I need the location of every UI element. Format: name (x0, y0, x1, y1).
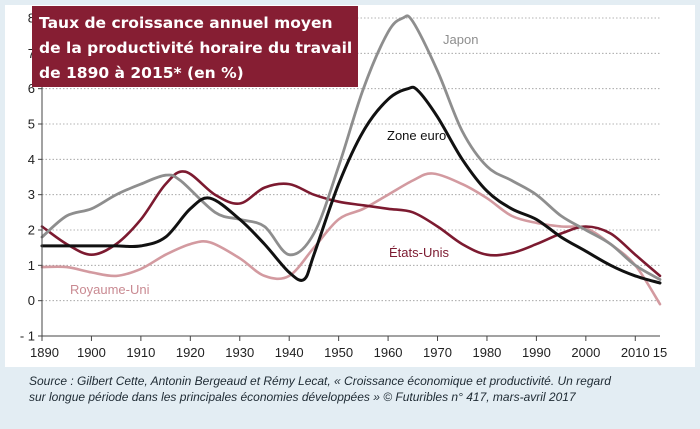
y-tick-label: 6 (28, 81, 35, 96)
x-tick-label: 1890 (30, 345, 59, 360)
series-lines (40, 14, 662, 306)
y-tick-label: 0 (28, 293, 35, 308)
y-tick-label: 8 (28, 11, 35, 26)
x-tick-label: 1920 (176, 345, 205, 360)
label-japon: Japon (443, 32, 478, 47)
y-tick-labels: - 1 0 1 2 3 4 5 6 7 8 (20, 11, 42, 344)
label-royaume-uni: Royaume-Uni (70, 282, 150, 297)
y-tick-label: 3 (28, 187, 35, 202)
source-line-1: Source : Gilbert Cette, Antonin Bergeaud… (29, 374, 611, 388)
x-tick-label: 1940 (275, 345, 304, 360)
series-line-royaume-uni (40, 172, 662, 306)
x-tick-label: 1900 (77, 345, 106, 360)
series-annotations: Japon Zone euro États-Unis Royaume-Uni (70, 32, 478, 297)
x-tick-label: 1930 (225, 345, 254, 360)
title-line-2: de la productivité horaire du travail (39, 39, 352, 57)
x-tick-label: 1910 (126, 345, 155, 360)
x-tick-label: 1960 (374, 345, 403, 360)
source-note: Source : Gilbert Cette, Antonin Bergeaud… (29, 373, 679, 405)
title-line-3: de 1890 à 2015* (en %) (39, 64, 244, 82)
y-tick-label: 7 (28, 46, 35, 61)
y-tick-label: - 1 (20, 329, 35, 344)
y-tick-label: 2 (28, 223, 35, 238)
title-line-1: Taux de croissance annuel moyen (39, 14, 333, 32)
x-tick-label: 15 (653, 345, 667, 360)
series-line-zone-euro (40, 85, 662, 285)
title-box-background (32, 6, 358, 87)
x-tick-label: 2010 (621, 345, 650, 360)
label-zone-euro: Zone euro (387, 128, 446, 143)
x-tick-label: 1950 (324, 345, 353, 360)
x-tick-labels: 1890 1900 1910 1920 1930 1940 1950 1960 1970 1980… (30, 336, 667, 360)
series-line-japon (40, 14, 662, 281)
y-tick-label: 5 (28, 117, 35, 132)
y-tick-label: 4 (28, 152, 35, 167)
label-etats-unis: États-Unis (389, 245, 449, 260)
x-tick-label: 2000 (571, 345, 600, 360)
title-box: Taux de croissance annuel moyen de la pr… (32, 6, 358, 87)
x-tick-label: 1970 (423, 345, 452, 360)
y-tick-label: 1 (28, 258, 35, 273)
x-tick-label: 1980 (472, 345, 501, 360)
source-line-2: sur longue période dans les principales … (29, 390, 576, 404)
x-tick-label: 1990 (522, 345, 551, 360)
